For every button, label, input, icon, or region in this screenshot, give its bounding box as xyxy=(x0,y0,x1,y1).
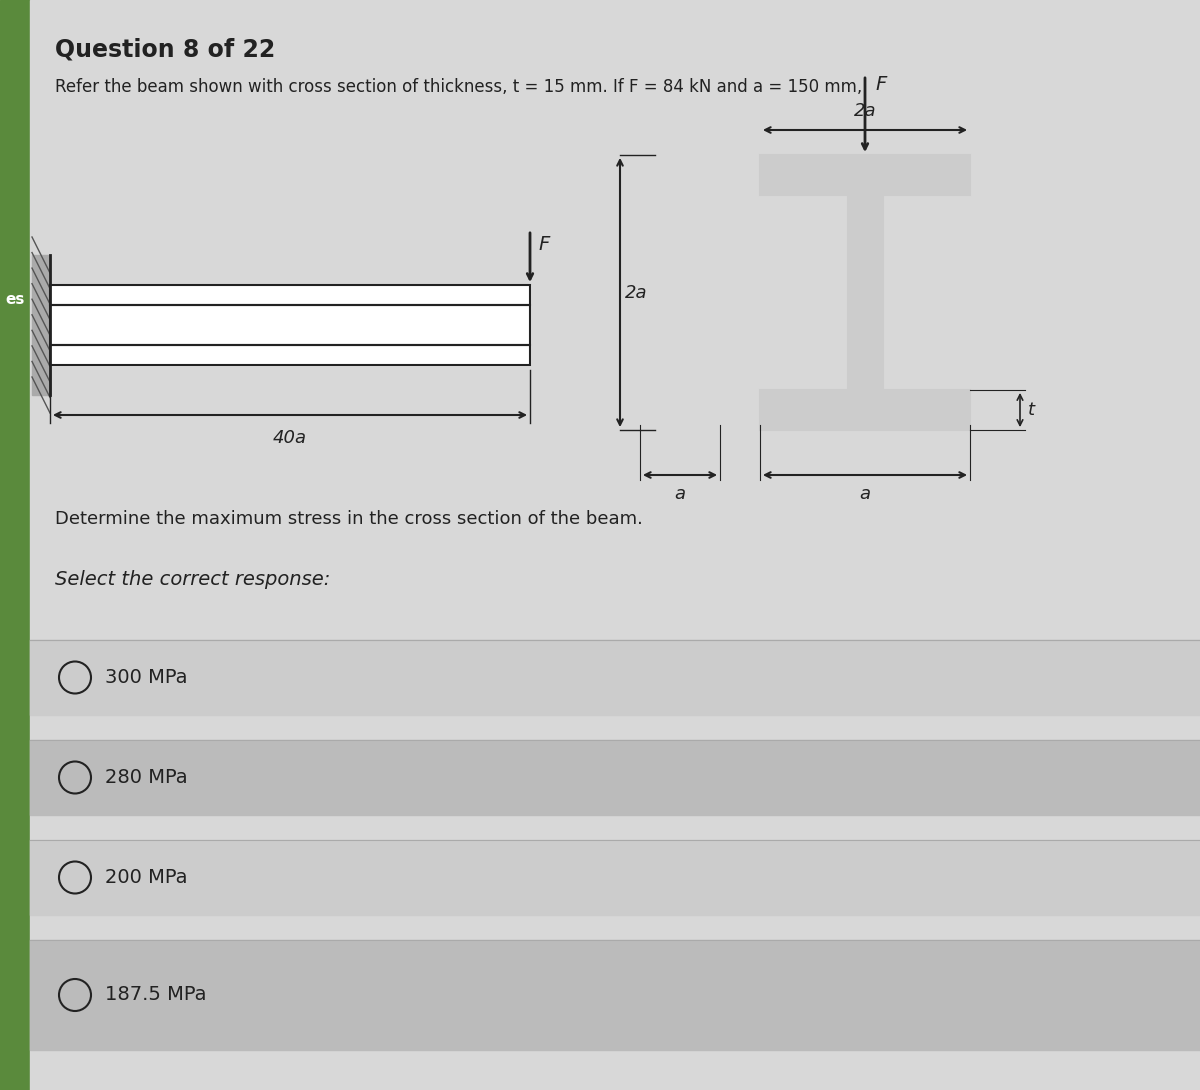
Bar xyxy=(50,346,530,365)
Text: F: F xyxy=(875,75,887,94)
Text: 187.5 MPa: 187.5 MPa xyxy=(106,985,206,1005)
Text: 2a: 2a xyxy=(625,283,648,302)
Bar xyxy=(50,346,530,365)
Text: 300 MPa: 300 MPa xyxy=(106,668,187,687)
Bar xyxy=(30,740,1200,815)
Bar xyxy=(30,840,1200,915)
Bar xyxy=(50,284,530,305)
Text: 200 MPa: 200 MPa xyxy=(106,868,187,887)
Text: Refer the beam shown with cross section of thickness, t = 15 mm. If F = 84 kN an: Refer the beam shown with cross section … xyxy=(55,78,863,96)
Bar xyxy=(30,640,1200,715)
Bar xyxy=(50,284,530,305)
Text: Question 8 of 22: Question 8 of 22 xyxy=(55,38,275,62)
Text: t: t xyxy=(1028,401,1034,419)
Text: F: F xyxy=(538,235,550,254)
Bar xyxy=(50,305,530,346)
Text: a: a xyxy=(674,485,685,502)
Text: 2a: 2a xyxy=(853,102,876,120)
Text: Determine the maximum stress in the cross section of the beam.: Determine the maximum stress in the cros… xyxy=(55,510,643,528)
Bar xyxy=(30,940,1200,1050)
Bar xyxy=(32,255,50,395)
Bar xyxy=(0,0,30,1090)
Bar xyxy=(847,195,882,390)
Text: es: es xyxy=(5,292,25,307)
Text: 40a: 40a xyxy=(274,429,307,447)
Text: Select the correct response:: Select the correct response: xyxy=(55,570,330,589)
Text: a: a xyxy=(859,485,870,502)
Bar xyxy=(760,155,970,195)
Bar xyxy=(760,390,970,429)
Text: 280 MPa: 280 MPa xyxy=(106,768,187,787)
Bar xyxy=(50,305,530,346)
